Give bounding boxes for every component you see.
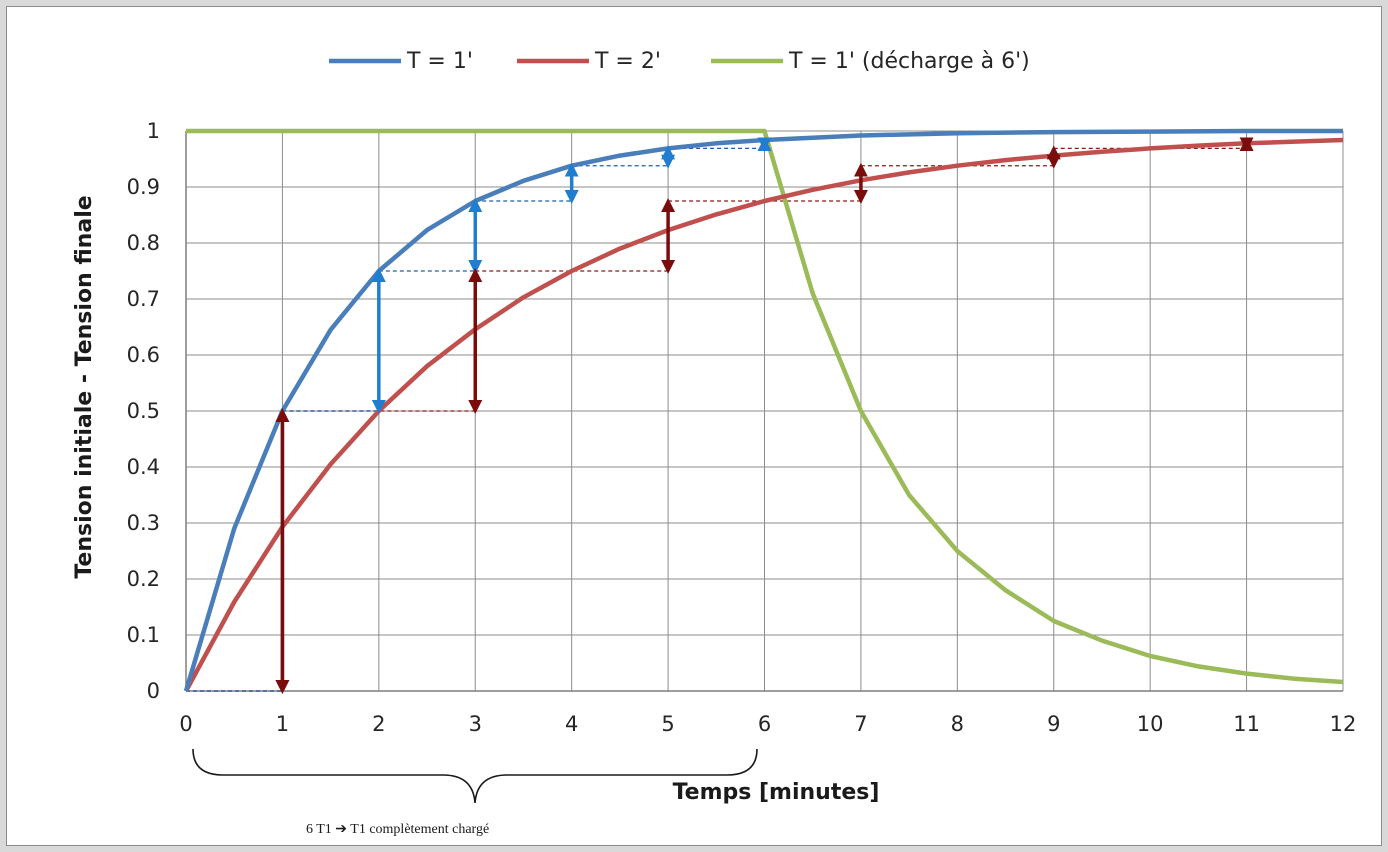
y-tick-label: 0 (147, 679, 160, 703)
x-tick-label: 10 (1137, 712, 1164, 736)
x-tick-labels: 0 1 2 3 4 5 6 7 8 9 10 11 12 (179, 712, 1356, 736)
x-tick-label: 7 (854, 712, 867, 736)
series-line-3 (186, 128, 1344, 685)
brace (192, 748, 758, 804)
x-tick-label: 12 (1330, 712, 1357, 736)
x-tick-label: 2 (372, 712, 385, 736)
x-tick-label: 8 (951, 712, 964, 736)
y-tick-labels: 0 0.1 0.2 0.3 0.4 0.5 0.6 0.7 0.8 0.9 1 (127, 119, 160, 703)
x-axis-title: Temps [minutes] (673, 780, 880, 805)
x-tick-label: 0 (179, 712, 192, 736)
legend-label-2: T = 2' (594, 49, 661, 74)
y-tick-label: 0.1 (127, 623, 160, 647)
brace-annotation: 6 T1 ➔ T1 complètement chargé (306, 822, 489, 837)
x-tick-label: 1 (276, 712, 289, 736)
y-tick-label: 0.8 (127, 231, 160, 255)
y-tick-label: 0.6 (127, 343, 160, 367)
legend: T = 1' T = 2' T = 1' (décharge à 6') (329, 49, 1030, 74)
x-tick-label: 5 (661, 712, 674, 736)
x-tick-label: 3 (469, 712, 482, 736)
legend-label-3: T = 1' (décharge à 6') (788, 49, 1030, 74)
x-tick-label: 9 (1047, 712, 1060, 736)
series-line-1 (183, 128, 1343, 692)
x-tick-label: 11 (1233, 712, 1260, 736)
step-guides (186, 147, 1247, 692)
y-tick-label: 0.2 (127, 567, 160, 591)
y-tick-label: 0.4 (127, 455, 160, 479)
x-tick-label: 4 (565, 712, 578, 736)
y-tick-label: 0.5 (127, 399, 160, 423)
y-tick-label: 0.9 (127, 175, 160, 199)
y-tick-label: 1 (147, 119, 160, 143)
step-arrows (275, 136, 1254, 694)
y-tick-label: 0.3 (127, 511, 160, 535)
legend-label-1: T = 1' (406, 49, 473, 74)
y-tick-label: 0.7 (127, 287, 160, 311)
y-axis-title: Tension initiale - Tension finale (72, 195, 97, 578)
x-tick-label: 6 (758, 712, 771, 736)
